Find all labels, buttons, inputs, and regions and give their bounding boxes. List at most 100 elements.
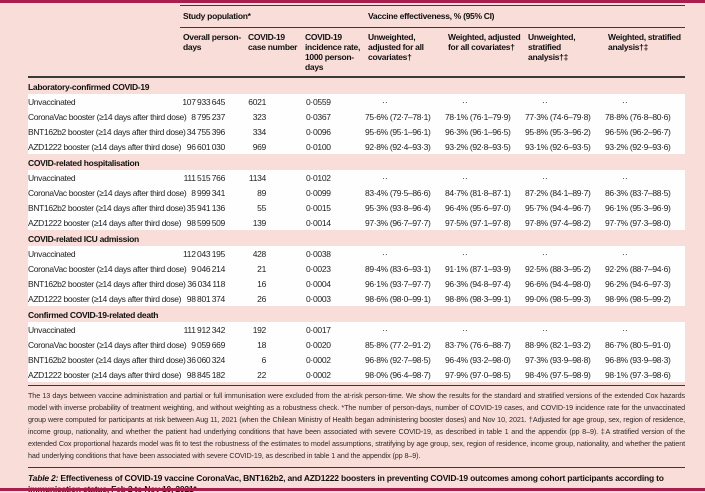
cell: 96·1% (95·3–96·9)	[604, 200, 686, 215]
section-title: Confirmed COVID-19-related death	[28, 306, 686, 322]
group-header-study-population: Study population*	[180, 5, 365, 28]
cell: 83·4% (79·5–86·6)	[364, 185, 445, 200]
cell: ··	[604, 322, 686, 337]
cell: 95·3% (93·8–96·4)	[364, 200, 445, 215]
row-label: AZD1222 booster (≥14 days after third do…	[28, 139, 181, 154]
table-content: Study population* Vaccine effectiveness,…	[28, 3, 685, 493]
cell: 96·6% (94·4–98·0)	[524, 276, 605, 291]
cell: 0·0004	[304, 276, 365, 291]
cell: 111 912 342	[180, 322, 244, 337]
column-header-weighted-adjusted: Weighted, adjusted for all covariates†	[444, 27, 525, 78]
cell: 96·4% (95·6–97·0)	[444, 200, 525, 215]
cell: 0·0096	[304, 124, 365, 139]
table-row: Unvaccinated 111 515 766 1134 0·0102 ·· ·· ·· ·…	[28, 170, 686, 185]
section-title: Laboratory-confirmed COVID-19	[28, 77, 686, 94]
section-header-row: COVID-related ICU admission	[28, 230, 686, 246]
cell: 96·4% (93·2–98·0)	[444, 352, 525, 367]
cell: 969	[244, 139, 304, 154]
cell: 334	[244, 124, 304, 139]
cell: 98 599 509	[180, 215, 244, 230]
cell: 96·8% (92·7–98·5)	[364, 352, 445, 367]
cell: 0·0017	[304, 322, 365, 337]
accent-rule-top	[0, 0, 705, 3]
cell: 93·2% (92·8–93·5)	[444, 139, 525, 154]
group-header-vaccine-effectiveness: Vaccine effectiveness, % (95% CI)	[364, 5, 686, 28]
table-row: AZD1222 booster (≥14 days after third do…	[28, 291, 686, 306]
cell: 97·9% (97·0–98·5)	[444, 367, 525, 382]
cell: 97·3% (93·9–98·8)	[524, 352, 605, 367]
cell: 98·0% (96·4–98·7)	[364, 367, 445, 382]
cell: 9 059 669	[180, 337, 244, 352]
table-row: BNT162b2 booster (≥14 days after third d…	[28, 200, 686, 215]
cell: 96·8% (93·9–98·3)	[604, 352, 686, 367]
row-label: CoronaVac booster (≥14 days after third …	[28, 109, 187, 124]
table-row: Unvaccinated 111 912 342 192 0·0017 ·· ·· ·· ··	[28, 322, 686, 337]
cell: 111 515 766	[180, 170, 244, 185]
section-header-row: Laboratory-confirmed COVID-19	[28, 77, 686, 94]
table-head: Study population* Vaccine effectiveness,…	[28, 5, 686, 78]
column-header-person-days: Overall person-days	[180, 27, 244, 78]
cell: 36 060 324	[180, 352, 244, 367]
cell: 97·7% (97·3–98·0)	[604, 215, 686, 230]
cell: 92·2% (88·7–94·6)	[604, 261, 686, 276]
cell: 139	[244, 215, 304, 230]
cell: ··	[524, 170, 605, 185]
cell: 78·8% (76·8–80·6)	[604, 109, 686, 124]
cell: 0·0015	[304, 200, 365, 215]
cell: 98 845 182	[180, 367, 244, 382]
row-label: Unvaccinated	[28, 322, 180, 337]
column-header-row: Overall person-days COVID-19 case number…	[28, 27, 686, 78]
cell: 1134	[244, 170, 304, 185]
table-caption-label: Table 2:	[28, 473, 59, 483]
cell: 89	[244, 185, 304, 200]
cell: 96·1% (93·7–97·7)	[364, 276, 445, 291]
cell: 107 933 645	[180, 94, 244, 109]
table-row: Unvaccinated 112 043 195 428 0·0038 ·· ·· ·· ··	[28, 246, 686, 261]
row-label: AZD1222 booster (≥14 days after third do…	[28, 215, 181, 230]
table-row: AZD1222 booster (≥14 days after third do…	[28, 215, 686, 230]
results-table: Study population* Vaccine effectiveness,…	[28, 5, 686, 382]
cell: 87·2% (84·1–89·7)	[524, 185, 605, 200]
cell: 95·8% (95·3–96·2)	[524, 124, 605, 139]
cell: 92·5% (88·3–95·2)	[524, 261, 605, 276]
cell: 8 795 237	[180, 109, 244, 124]
cell: 6	[244, 352, 304, 367]
cell: 112 043 195	[180, 246, 244, 261]
cell: ··	[364, 94, 445, 109]
cell: 78·1% (76·1–79·9)	[444, 109, 525, 124]
table-row: CoronaVac booster (≥14 days after third …	[28, 261, 686, 276]
cell: 98·9% (98·5–99·2)	[604, 291, 686, 306]
cell: 96 601 030	[180, 139, 244, 154]
column-header-weighted-stratified: Weighted, stratified analysis†‡	[604, 27, 686, 78]
row-label: AZD1222 booster (≥14 days after third do…	[28, 291, 181, 306]
cell: ··	[604, 246, 686, 261]
cell: 88·9% (82·1–93·2)	[524, 337, 605, 352]
cell: 97·5% (97·1–97·8)	[444, 215, 525, 230]
table-row: AZD1222 booster (≥14 days after third do…	[28, 367, 686, 382]
cell: ··	[524, 246, 605, 261]
cell: 0·0014	[304, 215, 365, 230]
cell: 85·8% (77·2–91·2)	[364, 337, 445, 352]
accent-rule-bottom	[0, 488, 705, 491]
cell: 0·0102	[304, 170, 365, 185]
cell: 428	[244, 246, 304, 261]
cell: 22	[244, 367, 304, 382]
cell: 99·0% (98·5–99·3)	[524, 291, 605, 306]
cell: 98·4% (97·5–98·9)	[524, 367, 605, 382]
cell: ··	[604, 170, 686, 185]
table-footnote: The 13 days between vaccine administrati…	[28, 385, 685, 462]
cell: 192	[244, 322, 304, 337]
cell: 8 999 341	[180, 185, 244, 200]
section-header-row: COVID-related hospitalisation	[28, 154, 686, 170]
table-row: AZD1222 booster (≥14 days after third do…	[28, 139, 686, 154]
cell: 35 941 136	[180, 200, 244, 215]
cell: 0·0367	[304, 109, 365, 124]
cell: 96·3% (94·8–97·4)	[444, 276, 525, 291]
cell: ··	[444, 94, 525, 109]
cell: 98·1% (97·3–98·6)	[604, 367, 686, 382]
cell: 55	[244, 200, 304, 215]
cell: 0·0559	[304, 94, 365, 109]
row-label: AZD1222 booster (≥14 days after third do…	[28, 367, 181, 382]
cell: 86·7% (80·5–91·0)	[604, 337, 686, 352]
cell: 93·2% (92·9–93·6)	[604, 139, 686, 154]
